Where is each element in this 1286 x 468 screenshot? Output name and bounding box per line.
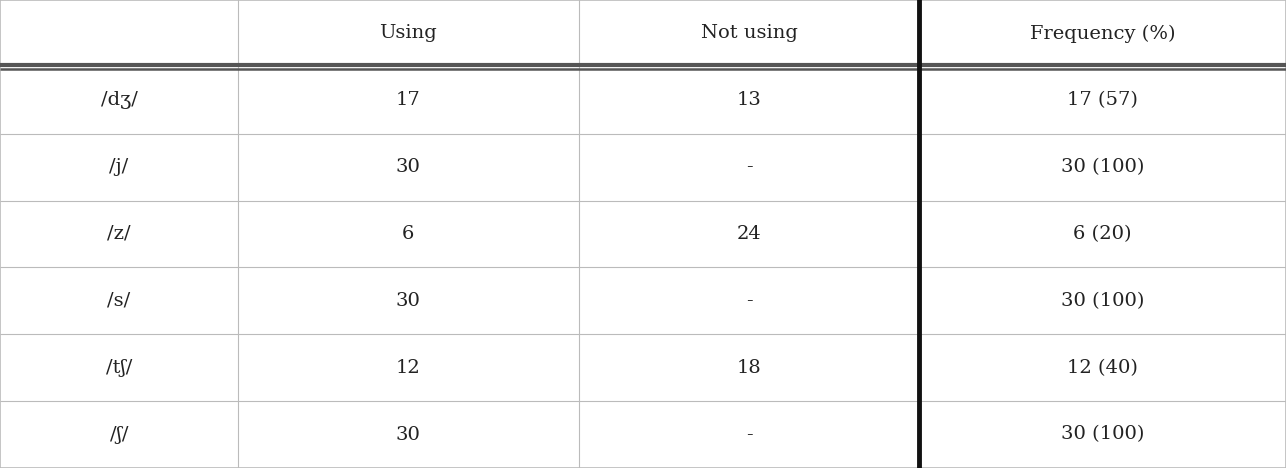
Text: -: - — [746, 158, 752, 176]
Text: Using: Using — [379, 24, 437, 43]
Text: -: - — [746, 425, 752, 444]
Text: /ʃ/: /ʃ/ — [109, 425, 129, 444]
Text: 18: 18 — [737, 358, 761, 377]
Text: 30 (100): 30 (100) — [1061, 425, 1145, 444]
Text: /s/: /s/ — [107, 292, 131, 310]
Text: /z/: /z/ — [107, 225, 131, 243]
Text: 17: 17 — [396, 91, 421, 110]
Text: /dʒ/: /dʒ/ — [100, 91, 138, 110]
Text: /j/: /j/ — [109, 158, 129, 176]
Text: 6: 6 — [403, 225, 414, 243]
Text: 30: 30 — [396, 425, 421, 444]
Text: 12: 12 — [396, 358, 421, 377]
Text: 13: 13 — [737, 91, 761, 110]
Text: 30 (100): 30 (100) — [1061, 158, 1145, 176]
Text: 30 (100): 30 (100) — [1061, 292, 1145, 310]
Text: 6 (20): 6 (20) — [1074, 225, 1132, 243]
Text: 12 (40): 12 (40) — [1067, 358, 1138, 377]
Text: /tʃ/: /tʃ/ — [105, 358, 132, 377]
Text: Not using: Not using — [701, 24, 797, 43]
Text: 30: 30 — [396, 292, 421, 310]
Text: -: - — [746, 292, 752, 310]
Text: 30: 30 — [396, 158, 421, 176]
Text: 17 (57): 17 (57) — [1067, 91, 1138, 110]
Text: 24: 24 — [737, 225, 761, 243]
Text: Frequency (%): Frequency (%) — [1030, 24, 1175, 43]
